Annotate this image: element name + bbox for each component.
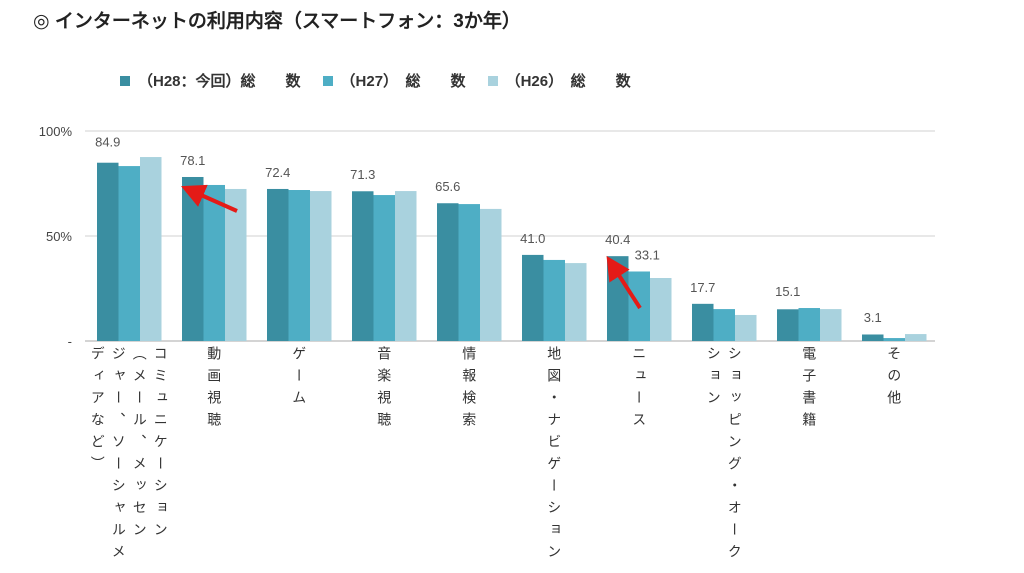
bar bbox=[565, 263, 587, 341]
bar bbox=[798, 308, 820, 341]
category-label-line: （メール、メッセン bbox=[131, 346, 148, 544]
bar bbox=[692, 303, 714, 341]
legend-label: （H27） 総 数 bbox=[340, 73, 466, 90]
category-label-line: ディアなど） bbox=[89, 346, 106, 478]
data-label: 41.0 bbox=[520, 231, 545, 246]
bar bbox=[458, 204, 480, 341]
legend-label: （H26） 総 数 bbox=[505, 73, 631, 90]
bar bbox=[522, 254, 544, 341]
data-label: 84.9 bbox=[95, 135, 120, 150]
category-label-line: その他 bbox=[886, 346, 903, 412]
legend-swatch bbox=[120, 75, 130, 86]
bar bbox=[650, 278, 672, 341]
bar bbox=[883, 338, 905, 341]
page-title: ◎ インターネットの利用内容（スマートフォン：3か年） bbox=[33, 11, 521, 32]
data-label: 78.1 bbox=[180, 153, 205, 168]
bar bbox=[182, 176, 204, 341]
bar bbox=[203, 184, 225, 341]
data-label: 33.1 bbox=[635, 247, 660, 262]
data-label: 3.1 bbox=[864, 310, 882, 325]
red-arrow-icon bbox=[606, 255, 642, 310]
y-tick-label: - bbox=[68, 334, 72, 349]
bar bbox=[267, 188, 289, 341]
bar bbox=[140, 157, 162, 341]
bar bbox=[310, 191, 332, 341]
bar bbox=[480, 208, 502, 341]
category-label: 情報検索 bbox=[461, 346, 477, 434]
legend-label: （H28：今回）総 数 bbox=[138, 73, 301, 90]
category-label: 電子書籍 bbox=[801, 346, 817, 434]
category-label-line: ション bbox=[705, 346, 722, 412]
category-label: 地図・ナビゲーション bbox=[546, 346, 562, 566]
bar bbox=[118, 166, 140, 341]
category-label: ショッピング・オーク ション bbox=[706, 346, 743, 566]
bar bbox=[97, 162, 119, 341]
category-label-line: 電子書籍 bbox=[801, 346, 818, 434]
legend-item: （H28：今回）総 数 bbox=[120, 70, 301, 91]
bar bbox=[373, 195, 395, 341]
y-tick-label: 100% bbox=[39, 124, 73, 139]
category-label-line: ゲーム bbox=[291, 346, 308, 412]
data-label: 17.7 bbox=[690, 280, 715, 295]
category-label-line: ニュース bbox=[631, 346, 648, 434]
category-label-line: 音楽視聴 bbox=[376, 346, 393, 434]
data-label: 65.6 bbox=[435, 179, 460, 194]
category-label: ニュース bbox=[631, 346, 647, 434]
category-label-line: ジャー、ソーシャルメ bbox=[110, 346, 127, 566]
bar bbox=[543, 259, 565, 341]
data-label: 15.1 bbox=[775, 284, 800, 299]
category-label-line: 動画視聴 bbox=[206, 346, 223, 434]
data-label: 71.3 bbox=[350, 167, 375, 182]
bar bbox=[352, 191, 374, 341]
category-label: 音楽視聴 bbox=[376, 346, 392, 434]
bar bbox=[735, 314, 757, 341]
bar bbox=[905, 334, 927, 341]
bar bbox=[288, 190, 310, 341]
category-label: その他 bbox=[886, 346, 902, 412]
data-label: 40.4 bbox=[605, 232, 630, 247]
bar bbox=[607, 256, 629, 341]
bar bbox=[820, 309, 842, 341]
category-label: 動画視聴 bbox=[206, 346, 222, 434]
category-label-line: 情報検索 bbox=[461, 346, 478, 434]
category-label-line: コミュニケーション bbox=[152, 346, 169, 544]
category-label: ゲーム bbox=[291, 346, 307, 412]
legend-swatch bbox=[322, 75, 333, 86]
bar bbox=[777, 309, 799, 341]
bar bbox=[437, 203, 459, 341]
category-label-line: ショッピング・オーク bbox=[726, 346, 743, 566]
legend-swatch bbox=[487, 75, 498, 86]
legend: （H28：今回）総 数 （H27） 総 数 （H26） 総 数 bbox=[120, 70, 631, 91]
category-label-line: 地図・ナビゲーション bbox=[546, 346, 563, 566]
category-label: コミュニケーション （メール、メッセン ジャー、ソーシャルメ ディアなど） bbox=[90, 346, 169, 566]
y-tick-label: 50% bbox=[46, 229, 72, 244]
data-label: 72.4 bbox=[265, 165, 290, 180]
red-arrow-icon bbox=[181, 184, 238, 213]
legend-item: （H26） 総 数 bbox=[487, 70, 631, 91]
legend-item: （H27） 総 数 bbox=[322, 70, 466, 91]
bar bbox=[862, 334, 884, 341]
bar bbox=[713, 309, 735, 341]
bar bbox=[395, 191, 417, 341]
bar bbox=[225, 188, 247, 341]
